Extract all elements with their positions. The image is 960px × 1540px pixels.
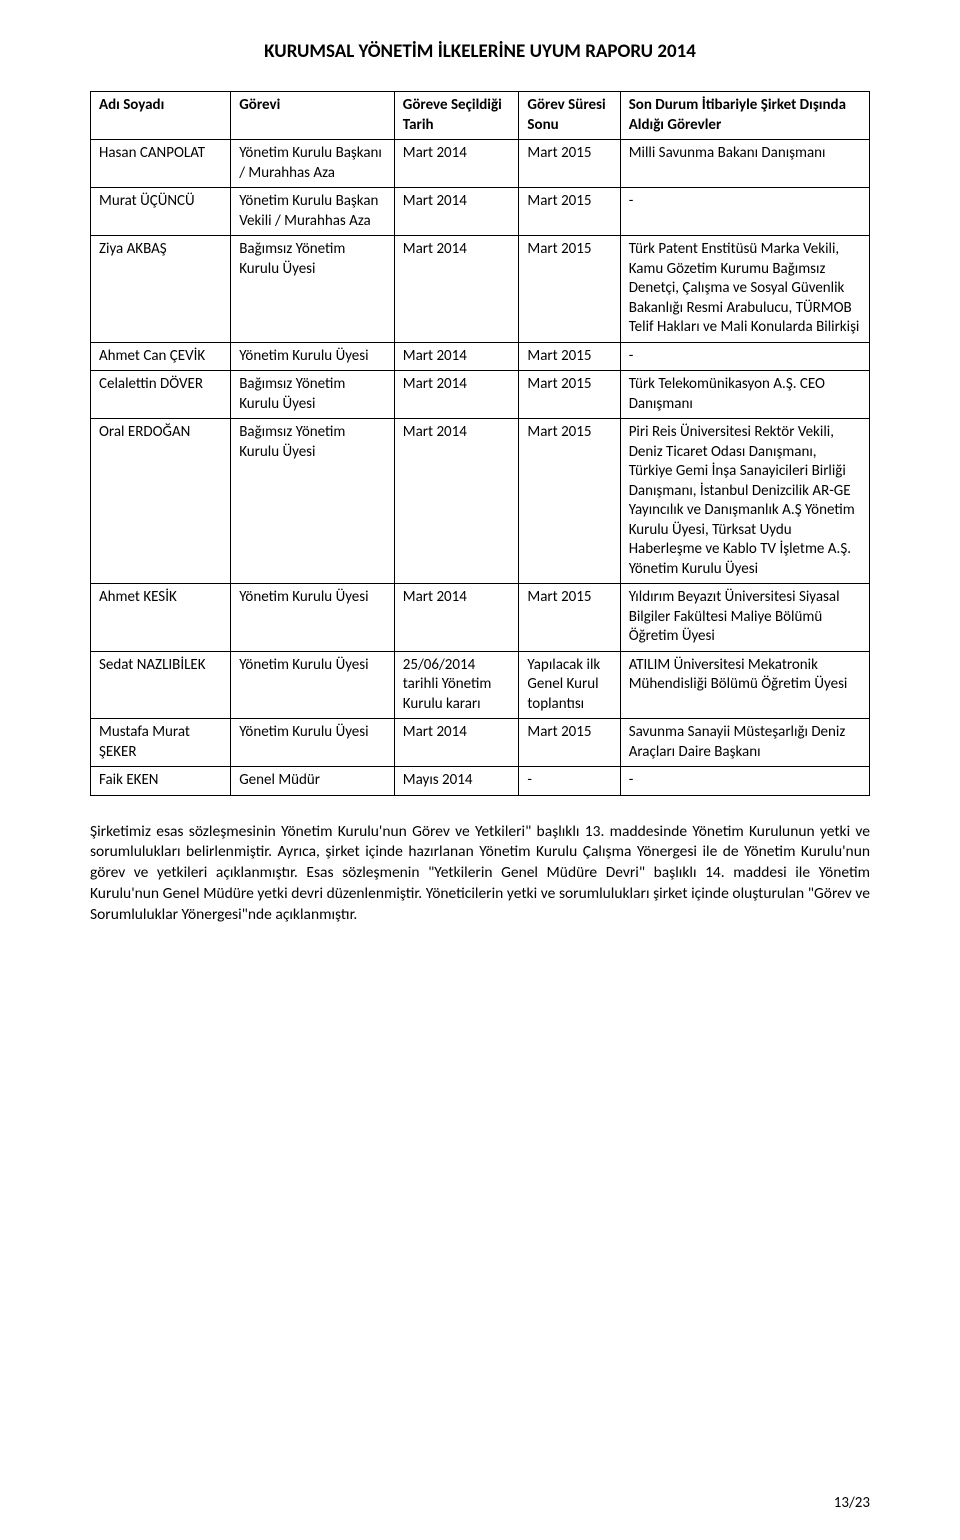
- table-header-row: Adı Soyadı Görevi Göreve Seçildiği Tarih…: [91, 92, 870, 140]
- table-cell: Mart 2014: [394, 419, 519, 584]
- table-cell: -: [519, 767, 620, 796]
- table-cell: Mart 2014: [394, 371, 519, 419]
- table-cell: Türk Patent Enstitüsü Marka Vekili, Kamu…: [620, 236, 869, 343]
- table-row: Sedat NAZLIBİLEKYönetim Kurulu Üyesi25/0…: [91, 651, 870, 719]
- table-row: Ahmet KESİKYönetim Kurulu ÜyesiMart 2014…: [91, 584, 870, 652]
- table-row: Murat ÜÇÜNCÜYönetim Kurulu Başkan Vekili…: [91, 188, 870, 236]
- col-role: Görevi: [231, 92, 395, 140]
- table-cell: -: [620, 188, 869, 236]
- table-cell: Murat ÜÇÜNCÜ: [91, 188, 231, 236]
- table-cell: Yönetim Kurulu Üyesi: [231, 719, 395, 767]
- table-cell: Mart 2014: [394, 236, 519, 343]
- table-cell: Sedat NAZLIBİLEK: [91, 651, 231, 719]
- table-cell: Mart 2015: [519, 236, 620, 343]
- table-cell: Bağımsız Yönetim Kurulu Üyesi: [231, 236, 395, 343]
- table-cell: Yapılacak ilk Genel Kurul toplantısı: [519, 651, 620, 719]
- col-start-date: Göreve Seçildiği Tarih: [394, 92, 519, 140]
- table-cell: Milli Savunma Bakanı Danışmanı: [620, 140, 869, 188]
- col-external-roles: Son Durum İtibariyle Şirket Dışında Aldı…: [620, 92, 869, 140]
- table-cell: Yönetim Kurulu Üyesi: [231, 584, 395, 652]
- table-cell: Yönetim Kurulu Üyesi: [231, 342, 395, 371]
- table-cell: Mart 2014: [394, 719, 519, 767]
- table-cell: 25/06/2014 tarihli Yönetim Kurulu kararı: [394, 651, 519, 719]
- table-cell: Yıldırım Beyazıt Üniversitesi Siyasal Bi…: [620, 584, 869, 652]
- table-row: Faik EKENGenel MüdürMayıs 2014--: [91, 767, 870, 796]
- table-cell: Mart 2015: [519, 371, 620, 419]
- table-row: Ziya AKBAŞBağımsız Yönetim Kurulu ÜyesiM…: [91, 236, 870, 343]
- table-cell: Faik EKEN: [91, 767, 231, 796]
- table-cell: Ziya AKBAŞ: [91, 236, 231, 343]
- table-cell: Mart 2014: [394, 584, 519, 652]
- table-cell: Piri Reis Üniversitesi Rektör Vekili, De…: [620, 419, 869, 584]
- table-cell: Ahmet KESİK: [91, 584, 231, 652]
- table-cell: -: [620, 342, 869, 371]
- table-row: Hasan CANPOLATYönetim Kurulu Başkanı / M…: [91, 140, 870, 188]
- table-cell: Yönetim Kurulu Başkanı / Murahhas Aza: [231, 140, 395, 188]
- table-cell: Celalettin DÖVER: [91, 371, 231, 419]
- table-cell: Mart 2015: [519, 419, 620, 584]
- table-cell: -: [620, 767, 869, 796]
- table-row: Celalettin DÖVERBağımsız Yönetim Kurulu …: [91, 371, 870, 419]
- table-row: Oral ERDOĞANBağımsız Yönetim Kurulu Üyes…: [91, 419, 870, 584]
- table-cell: Bağımsız Yönetim Kurulu Üyesi: [231, 419, 395, 584]
- table-cell: Hasan CANPOLAT: [91, 140, 231, 188]
- page-number: 13/23: [834, 1494, 870, 1512]
- table-cell: Oral ERDOĞAN: [91, 419, 231, 584]
- col-name: Adı Soyadı: [91, 92, 231, 140]
- table-cell: Mart 2015: [519, 342, 620, 371]
- table-cell: Mart 2015: [519, 188, 620, 236]
- table-cell: Mart 2015: [519, 584, 620, 652]
- table-cell: Mart 2015: [519, 719, 620, 767]
- table-body: Hasan CANPOLATYönetim Kurulu Başkanı / M…: [91, 140, 870, 796]
- document-title: KURUMSAL YÖNETİM İLKELERİNE UYUM RAPORU …: [90, 40, 870, 63]
- table-cell: Mart 2014: [394, 188, 519, 236]
- table-cell: ATILIM Üniversitesi Mekatronik Mühendisl…: [620, 651, 869, 719]
- table-cell: Ahmet Can ÇEVİK: [91, 342, 231, 371]
- table-cell: Mart 2015: [519, 140, 620, 188]
- table-cell: Türk Telekomünikasyon A.Ş. CEO Danışmanı: [620, 371, 869, 419]
- table-row: Ahmet Can ÇEVİKYönetim Kurulu ÜyesiMart …: [91, 342, 870, 371]
- table-cell: Savunma Sanayii Müsteşarlığı Deniz Araçl…: [620, 719, 869, 767]
- table-cell: Yönetim Kurulu Üyesi: [231, 651, 395, 719]
- table-cell: Genel Müdür: [231, 767, 395, 796]
- table-row: Mustafa Murat ŞEKERYönetim Kurulu ÜyesiM…: [91, 719, 870, 767]
- table-cell: Mayıs 2014: [394, 767, 519, 796]
- table-cell: Mart 2014: [394, 342, 519, 371]
- table-cell: Mart 2014: [394, 140, 519, 188]
- col-end-date: Görev Süresi Sonu: [519, 92, 620, 140]
- document-page: KURUMSAL YÖNETİM İLKELERİNE UYUM RAPORU …: [0, 0, 960, 1540]
- body-paragraph: Şirketimiz esas sözleşmesinin Yönetim Ku…: [90, 822, 870, 927]
- table-cell: Mustafa Murat ŞEKER: [91, 719, 231, 767]
- table-cell: Bağımsız Yönetim Kurulu Üyesi: [231, 371, 395, 419]
- board-members-table: Adı Soyadı Görevi Göreve Seçildiği Tarih…: [90, 91, 870, 796]
- table-cell: Yönetim Kurulu Başkan Vekili / Murahhas …: [231, 188, 395, 236]
